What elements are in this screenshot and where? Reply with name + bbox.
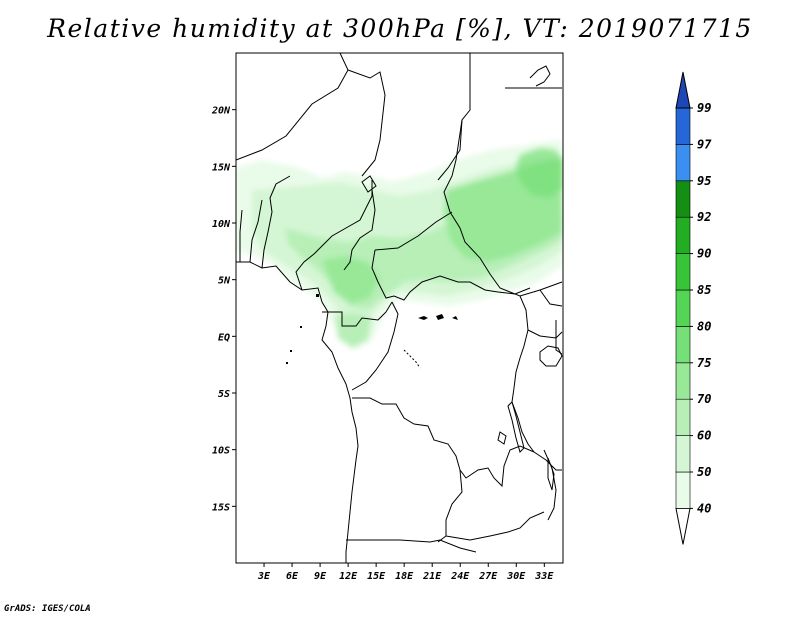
border-angola-namibia xyxy=(346,539,477,553)
humidity-field xyxy=(236,140,563,350)
lon-label: 12E xyxy=(339,571,358,582)
lat-label: 10N xyxy=(212,219,231,230)
border-togo xyxy=(239,209,243,262)
legend-swatch xyxy=(675,144,691,182)
legend-swatch xyxy=(675,471,691,509)
lat-label: 5S xyxy=(218,389,230,400)
border-angola-zambia xyxy=(437,469,463,543)
legend-swatch xyxy=(675,216,691,254)
legend-swatch xyxy=(675,253,691,291)
legend-swatch xyxy=(675,398,691,436)
lon-label: 18E xyxy=(395,571,414,582)
border-cameroon xyxy=(295,180,373,291)
lon-label: 9E xyxy=(314,571,327,582)
border-uganda xyxy=(527,329,563,339)
border-benin xyxy=(249,199,263,263)
border-libya xyxy=(347,69,386,177)
border-chad-car xyxy=(343,189,376,271)
legend-swatch xyxy=(675,107,691,145)
border-nigeria xyxy=(261,175,291,269)
border-zambia xyxy=(445,511,545,541)
island-principe xyxy=(300,326,302,328)
country-boundaries xyxy=(236,53,563,563)
border-car-north xyxy=(374,211,453,251)
chart-title: Relative humidity at 300hPa [%], VT: 201… xyxy=(47,14,753,43)
legend-swatch xyxy=(675,326,691,364)
lat-label: 10S xyxy=(212,446,230,457)
footer-credit: GrADS: IGES/COLA xyxy=(4,604,91,614)
lon-label: 6E xyxy=(286,571,299,582)
lake-mweru xyxy=(497,431,507,445)
legend-swatch xyxy=(675,180,691,218)
border-niger-chad xyxy=(236,53,349,161)
lon-label: 15E xyxy=(367,571,386,582)
islands xyxy=(286,294,458,364)
lat-label: 5N xyxy=(218,276,231,287)
colorbar-legend: 40 50 60 70 75 80 85 90 92 95 97 99 xyxy=(675,71,712,545)
legend-swatch xyxy=(675,435,691,473)
map-frame xyxy=(235,52,564,564)
humidity-region-gabon xyxy=(335,313,372,348)
border-gabon-congo xyxy=(322,301,393,327)
legend-label: 50 xyxy=(697,465,711,479)
lake-malawi xyxy=(547,457,555,491)
lake-chad xyxy=(361,175,377,193)
legend-label: 70 xyxy=(697,392,711,406)
legend-label: 95 xyxy=(697,174,711,188)
island-bioko xyxy=(316,294,319,297)
lat-label: 15S xyxy=(212,502,230,513)
legend-label: 97 xyxy=(697,137,712,151)
lake-victoria xyxy=(539,345,563,367)
lon-label: 24E xyxy=(450,571,470,582)
legend-label: 75 xyxy=(697,356,711,370)
legend-label: 40 xyxy=(697,501,711,515)
lat-label: EQ xyxy=(218,332,230,343)
lon-label: 3E xyxy=(257,571,271,582)
lon-label: 33E xyxy=(534,571,554,582)
legend-label: 90 xyxy=(697,247,711,261)
humidity-region-patch xyxy=(322,256,380,304)
legend-label: 92 xyxy=(697,210,711,224)
island-saotome xyxy=(290,350,292,352)
legend-triangle-low xyxy=(675,507,691,545)
lon-label: 21E xyxy=(422,571,442,582)
legend-label: 99 xyxy=(697,101,711,115)
lat-label: 15N xyxy=(212,162,231,173)
marks-equator xyxy=(418,314,458,320)
border-car-south xyxy=(371,249,531,301)
border-drc-east xyxy=(511,295,535,453)
map-axes: 20N 15N 10N 5N EQ 5S 10S 15S 3E 6E 9E 12E 15E 18E 21E 2… xyxy=(211,106,554,582)
legend-triangle-high xyxy=(675,71,691,109)
lon-label: 30E xyxy=(506,571,526,582)
legend-label: 60 xyxy=(697,429,711,443)
legend-label: 80 xyxy=(697,319,711,333)
lat-label: 20N xyxy=(211,106,231,117)
legend-label: 85 xyxy=(697,283,711,297)
lake-tanganyika xyxy=(507,401,525,453)
legend-swatch xyxy=(675,289,691,327)
humidity-region-ne xyxy=(516,148,562,198)
border-drc-angola xyxy=(352,397,535,488)
congo-river xyxy=(403,349,421,369)
lon-label: 27E xyxy=(478,571,498,582)
border-congo-drc xyxy=(351,301,399,391)
border-ethiopia xyxy=(539,289,563,307)
coastline xyxy=(236,261,359,563)
coast-east-sudan xyxy=(529,65,551,87)
legend-swatch xyxy=(675,362,691,400)
island-annobon xyxy=(286,362,288,364)
border-egypt-sudan xyxy=(437,53,471,181)
